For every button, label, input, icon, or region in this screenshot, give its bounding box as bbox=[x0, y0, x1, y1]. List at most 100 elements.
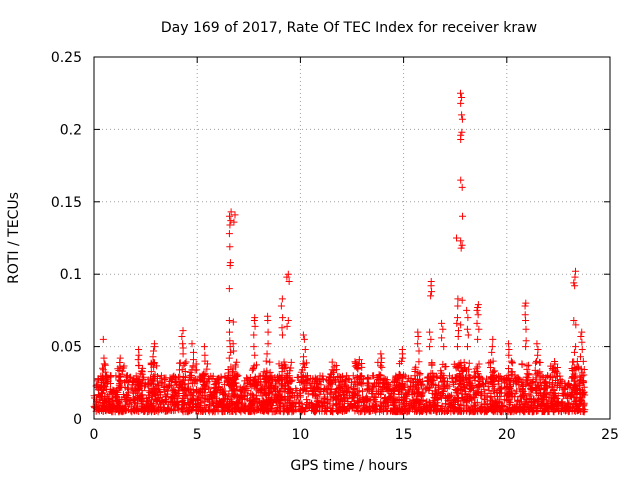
data-point bbox=[313, 376, 321, 384]
data-point bbox=[264, 317, 272, 325]
data-point bbox=[286, 404, 294, 412]
data-point bbox=[500, 396, 508, 404]
data-point bbox=[572, 267, 580, 275]
data-point bbox=[134, 356, 142, 364]
data-point bbox=[231, 375, 239, 383]
y-tick-label: 0.25 bbox=[51, 50, 82, 66]
data-point bbox=[564, 381, 572, 389]
data-point bbox=[333, 385, 341, 393]
data-point bbox=[364, 382, 372, 390]
data-point bbox=[438, 319, 446, 327]
data-point bbox=[302, 372, 310, 380]
data-point bbox=[218, 407, 226, 415]
data-point bbox=[377, 371, 385, 379]
data-point bbox=[502, 407, 510, 415]
data-point bbox=[428, 288, 436, 296]
data-point bbox=[349, 389, 357, 397]
data-point bbox=[560, 385, 568, 393]
data-point bbox=[229, 340, 237, 348]
data-point bbox=[376, 405, 384, 413]
data-point bbox=[445, 382, 453, 390]
data-point bbox=[414, 340, 422, 348]
data-point bbox=[337, 374, 345, 382]
data-point bbox=[270, 385, 278, 393]
data-point bbox=[229, 367, 237, 375]
data-point bbox=[377, 350, 385, 358]
data-point bbox=[178, 397, 186, 405]
data-point bbox=[491, 406, 499, 414]
data-point bbox=[287, 358, 295, 366]
data-point bbox=[552, 392, 560, 400]
data-point bbox=[274, 375, 282, 383]
data-point bbox=[296, 379, 304, 387]
data-point bbox=[578, 345, 586, 353]
data-point bbox=[457, 400, 465, 408]
data-point bbox=[438, 378, 446, 386]
data-point bbox=[342, 376, 350, 384]
data-point bbox=[243, 391, 251, 399]
data-point bbox=[534, 351, 542, 359]
data-point bbox=[178, 405, 186, 413]
data-point bbox=[473, 306, 481, 314]
data-point bbox=[473, 363, 481, 371]
data-point bbox=[285, 277, 293, 285]
data-point bbox=[380, 398, 388, 406]
data-point bbox=[458, 390, 466, 398]
data-point bbox=[455, 373, 463, 381]
data-point bbox=[533, 340, 541, 348]
data-point bbox=[151, 371, 159, 379]
data-point bbox=[203, 360, 211, 368]
data-point bbox=[474, 388, 482, 396]
data-point bbox=[411, 376, 419, 384]
data-point bbox=[188, 340, 196, 348]
data-point bbox=[519, 403, 527, 411]
data-point bbox=[233, 386, 241, 394]
data-point bbox=[251, 375, 259, 383]
data-point bbox=[571, 282, 579, 290]
data-point bbox=[462, 406, 470, 414]
data-point bbox=[440, 374, 448, 382]
data-point bbox=[577, 388, 585, 396]
chart-title: Day 169 of 2017, Rate Of TEC Index for r… bbox=[161, 20, 537, 36]
data-point bbox=[240, 393, 248, 401]
data-point bbox=[453, 319, 461, 327]
data-point bbox=[268, 390, 276, 398]
data-point bbox=[390, 394, 398, 402]
data-point bbox=[497, 401, 505, 409]
data-point bbox=[414, 368, 422, 376]
data-point bbox=[488, 397, 496, 405]
data-point bbox=[277, 393, 285, 401]
data-point bbox=[538, 372, 546, 380]
data-point bbox=[213, 404, 221, 412]
data-point bbox=[472, 372, 480, 380]
data-point bbox=[458, 241, 466, 249]
data-point bbox=[460, 402, 468, 410]
data-point bbox=[578, 328, 586, 336]
data-point bbox=[466, 384, 474, 392]
data-point bbox=[488, 343, 496, 351]
data-point bbox=[183, 407, 191, 415]
data-point bbox=[532, 359, 540, 367]
data-point bbox=[129, 381, 137, 389]
data-point bbox=[356, 379, 364, 387]
data-point bbox=[457, 99, 465, 107]
data-point bbox=[474, 304, 482, 312]
data-point bbox=[533, 381, 541, 389]
data-point bbox=[515, 406, 523, 414]
data-point bbox=[414, 332, 422, 340]
data-point bbox=[154, 381, 162, 389]
data-point bbox=[580, 383, 588, 391]
data-point bbox=[570, 348, 578, 356]
data-point bbox=[220, 390, 228, 398]
data-point bbox=[213, 386, 221, 394]
data-point bbox=[474, 382, 482, 390]
data-point bbox=[227, 217, 235, 225]
data-point bbox=[141, 404, 149, 412]
data-point bbox=[129, 397, 137, 405]
data-point bbox=[470, 402, 478, 410]
data-point bbox=[151, 359, 159, 367]
data-point bbox=[420, 402, 428, 410]
data-point bbox=[300, 335, 308, 343]
data-point bbox=[229, 318, 237, 326]
